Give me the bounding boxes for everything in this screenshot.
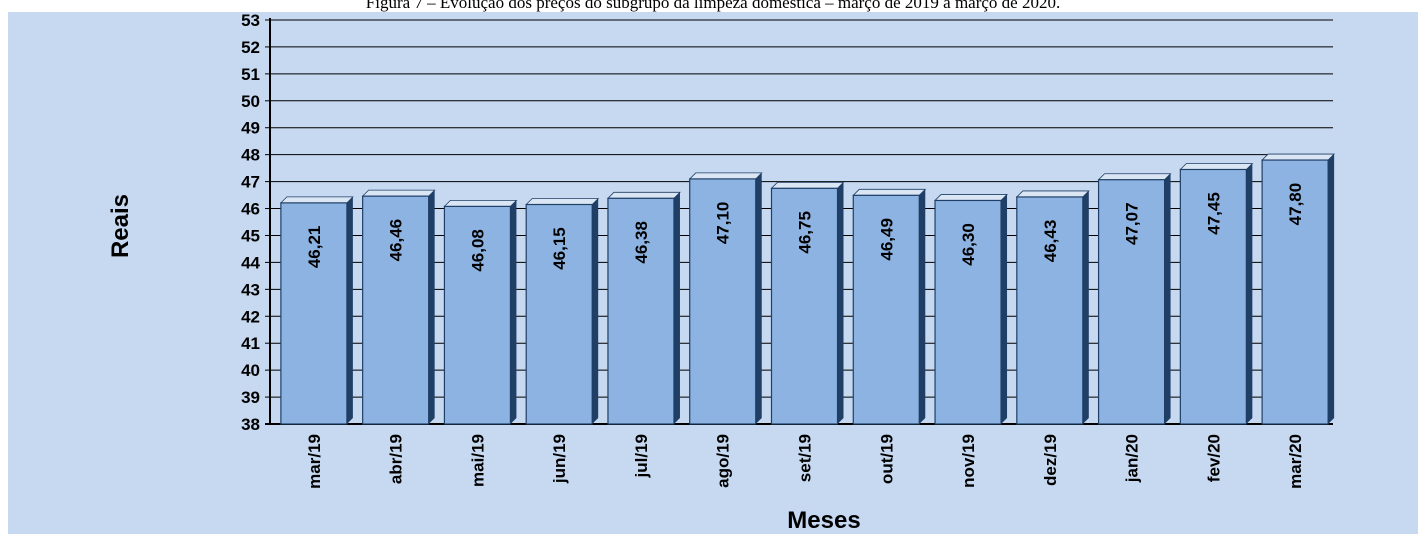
y-tick-label: 40	[241, 361, 260, 380]
bar-top	[1015, 190, 1090, 198]
y-tick-label: 53	[241, 11, 260, 30]
bar-fev/20	[1179, 168, 1247, 425]
x-tick-label: mar/19	[305, 434, 324, 489]
x-tick-label: mar/20	[1286, 434, 1305, 489]
bar-top	[852, 188, 927, 196]
y-tick-label: 52	[241, 38, 260, 57]
bar-side	[919, 189, 926, 424]
y-tick-label: 46	[241, 200, 260, 219]
bar-mai/19	[443, 205, 512, 425]
bar-value-label: 46,46	[387, 219, 406, 262]
bars: 46,21 46,46 46,08 46,15 46,38 47,10 46,75 46,49…	[279, 153, 1336, 425]
x-tick-label: mai/19	[468, 434, 487, 487]
bar-value-label: 46,30	[959, 223, 978, 266]
y-tick-label: 51	[241, 65, 260, 84]
x-axis-title: Meses	[787, 507, 860, 534]
bar-side	[510, 200, 517, 424]
bar-side	[428, 190, 435, 424]
x-tick-label: nov/19	[959, 434, 978, 488]
bar-top	[934, 194, 1009, 201]
y-tick-label: 38	[241, 415, 260, 434]
x-tick-label: jun/19	[550, 434, 569, 484]
bar-side	[1082, 190, 1089, 424]
bar-side	[346, 196, 353, 424]
bar-value-label: 46,21	[305, 226, 324, 269]
bar-top	[525, 198, 600, 205]
bar-top	[606, 191, 681, 199]
bar-value-label: 47,10	[714, 202, 733, 245]
bar-top	[1261, 153, 1336, 161]
y-tick-label: 41	[241, 334, 260, 353]
x-tick-label: jan/20	[1123, 434, 1142, 483]
bar-side	[755, 172, 762, 424]
bar-top	[688, 172, 763, 180]
x-tick-label: jul/19	[632, 434, 651, 478]
bar-top	[770, 181, 845, 189]
bar-side	[592, 198, 599, 424]
x-tick-label: set/19	[796, 434, 815, 482]
bar-top	[279, 196, 354, 204]
bar-side	[1246, 163, 1253, 425]
bar-nov/19	[934, 199, 1002, 425]
bar-ago/19	[689, 178, 757, 425]
y-tick-label: 50	[241, 92, 260, 111]
y-tick-label: 42	[241, 307, 260, 326]
bar-top	[443, 199, 518, 207]
bar-top	[1097, 173, 1172, 181]
y-axis-ticks: 38 39 40 41 42 43 44 45 46 47 48 49 50 51 52 53	[241, 11, 260, 434]
x-tick-label: fev/20	[1204, 434, 1223, 482]
x-tick-label: ago/19	[714, 434, 733, 488]
chart-caption: Figura 7 – Evolução dos preços do subgru…	[365, 0, 1061, 12]
bar-value-label: 46,75	[796, 211, 815, 254]
bar-value-label: 47,07	[1123, 202, 1142, 245]
bar-jan/20	[1097, 179, 1166, 425]
bar-value-label: 47,80	[1286, 183, 1305, 226]
bar-value-label: 46,08	[468, 229, 487, 272]
bar-side	[1001, 194, 1008, 424]
bar-out/19	[852, 194, 920, 425]
bar-value-label: 46,15	[550, 227, 569, 270]
x-tick-label: out/19	[877, 434, 896, 484]
x-tick-label: abr/19	[387, 434, 406, 484]
bar-mar/19	[280, 202, 348, 425]
bar-side	[837, 182, 844, 424]
bar-jul/19	[607, 197, 675, 425]
x-axis-ticks: mar/19 abr/19 mai/19 jun/19 jul/19 ago/19 set/…	[305, 434, 1305, 489]
y-tick-label: 49	[241, 119, 260, 138]
bar-side	[1328, 154, 1335, 424]
bar-side	[1164, 173, 1171, 424]
bar-value-label: 46,49	[877, 218, 896, 261]
y-tick-label: 45	[241, 226, 260, 245]
bar-top	[361, 189, 436, 197]
bar-dez/19	[1016, 196, 1084, 425]
y-tick-label: 44	[241, 253, 260, 272]
bar-jun/19	[525, 203, 593, 425]
bar-side	[673, 192, 680, 424]
x-tick-label: dez/19	[1041, 434, 1060, 486]
bar-value-label: 47,45	[1204, 192, 1223, 235]
bar-abr/19	[362, 195, 430, 425]
y-axis-title: Reais	[107, 194, 134, 258]
bar-set/19	[770, 187, 839, 425]
bar-mar/20	[1261, 159, 1329, 425]
y-tick-label: 43	[241, 280, 260, 299]
bar-value-label: 46,38	[632, 221, 651, 264]
y-tick-label: 39	[241, 388, 260, 407]
bar-value-label: 46,43	[1041, 220, 1060, 263]
y-tick-label: 48	[241, 146, 260, 165]
bar-top	[1179, 163, 1254, 170]
y-tick-label: 47	[241, 173, 260, 192]
